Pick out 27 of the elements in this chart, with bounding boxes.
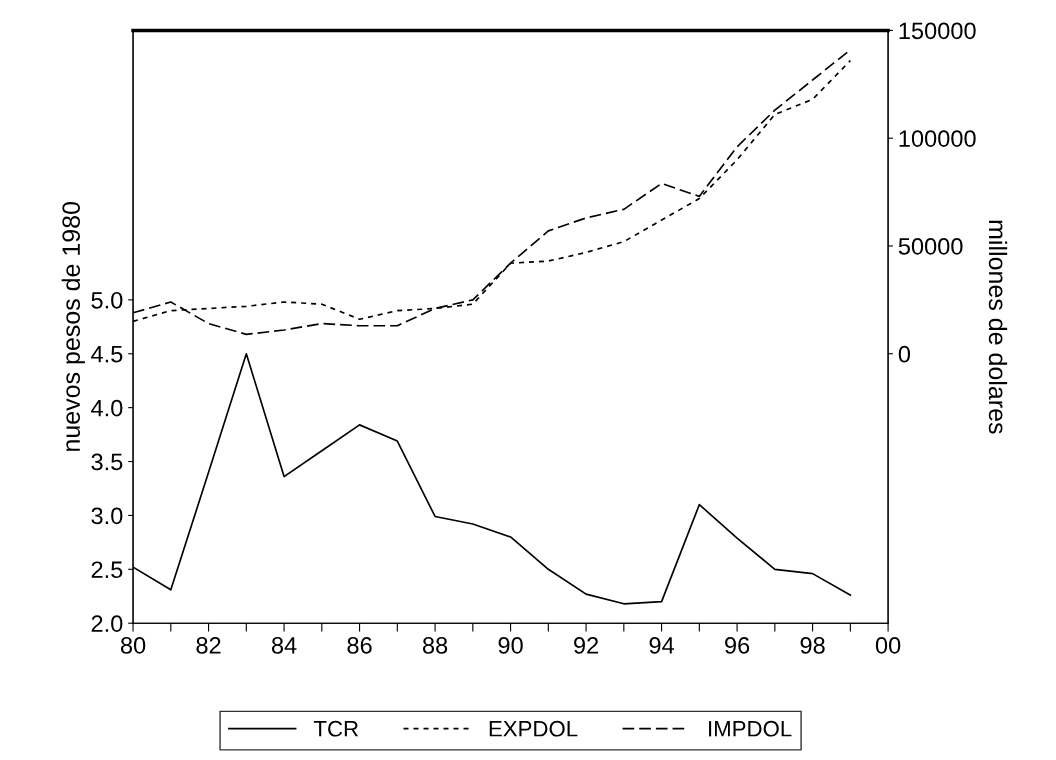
legend-label: EXPDOL <box>489 720 578 737</box>
y-axis-title: nuevos pesos de 1980 <box>61 201 85 451</box>
y-tick-label: 4.5 <box>91 346 123 363</box>
y-tick-label: 3.5 <box>91 453 123 471</box>
x-tick-label: 84 <box>271 637 297 654</box>
y2-tick-label: 50000 <box>898 238 963 255</box>
x-tick-label: 96 <box>725 637 750 654</box>
y-tick-label: 5.0 <box>91 291 123 309</box>
x-tick-label: 94 <box>649 637 675 654</box>
x-tick-label: 86 <box>347 637 372 654</box>
x-tick-label: 88 <box>422 637 448 654</box>
y-tick-label: 4.0 <box>91 399 123 417</box>
legend-label: IMPDOL <box>709 720 792 737</box>
y-tick-label: 2.0 <box>91 615 123 632</box>
x-tick-label: 00 <box>875 637 901 654</box>
x-tick-label: 80 <box>120 637 146 654</box>
y2-tick-label: 150000 <box>899 22 976 40</box>
x-tick-label: 90 <box>498 637 523 654</box>
legend-label: TCR <box>313 720 359 737</box>
x-tick-label: 92 <box>574 637 599 654</box>
y-tick-label: 3.0 <box>91 507 123 525</box>
y2-tick-label: 100000 <box>899 130 976 147</box>
x-tick-label: 98 <box>800 637 825 654</box>
y2-axis-title: millones de dolares <box>988 220 1008 434</box>
y2-tick-label: 0 <box>898 345 911 363</box>
x-tick-label: 82 <box>196 637 221 654</box>
y-tick-label: 2.5 <box>91 561 123 579</box>
